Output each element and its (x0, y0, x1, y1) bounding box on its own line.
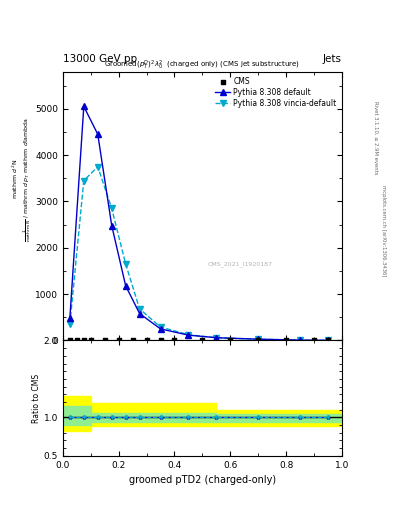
Pythia 8.308 vincia-default (81, 178, 86, 184)
CMS (325, 336, 331, 345)
Pythia 8.308 vincia-default (298, 337, 303, 343)
Pythia 8.308 default (214, 335, 219, 341)
Line: Pythia 8.308 vincia-default: Pythia 8.308 vincia-default (67, 164, 331, 343)
Pythia 8.308 default (95, 131, 100, 137)
CMS (67, 336, 73, 345)
Text: $\frac{1}{\mathrm{mathrm}\,N}$ / mathrm $d\,p_T$ mathrm $d$lambda: $\frac{1}{\mathrm{mathrm}\,N}$ / mathrm … (22, 117, 33, 242)
Text: 13000 GeV pp: 13000 GeV pp (63, 54, 137, 64)
CMS (116, 336, 122, 345)
CMS (171, 336, 178, 345)
CMS (157, 336, 164, 345)
CMS (255, 336, 261, 345)
Text: Jets: Jets (323, 54, 342, 64)
CMS (130, 336, 136, 345)
Pythia 8.308 vincia-default (95, 164, 100, 170)
CMS (81, 336, 87, 345)
Pythia 8.308 default (109, 223, 114, 229)
CMS (283, 336, 289, 345)
Pythia 8.308 vincia-default (109, 205, 114, 211)
CMS (311, 336, 317, 345)
Y-axis label: Ratio to CMS: Ratio to CMS (32, 374, 41, 422)
Pythia 8.308 vincia-default (256, 336, 261, 342)
CMS (143, 336, 150, 345)
Title: Groomed$(p_T^D)^2\lambda_0^2$  (charged only) (CMS jet substructure): Groomed$(p_T^D)^2\lambda_0^2$ (charged o… (105, 58, 300, 72)
Pythia 8.308 default (123, 283, 128, 289)
Pythia 8.308 vincia-default (214, 335, 219, 341)
Pythia 8.308 vincia-default (186, 332, 191, 338)
Pythia 8.308 vincia-default (137, 306, 142, 312)
CMS (88, 336, 94, 345)
Pythia 8.308 default (68, 315, 72, 322)
CMS (74, 336, 80, 345)
Pythia 8.308 default (298, 337, 303, 343)
X-axis label: groomed pTD2 (charged-only): groomed pTD2 (charged-only) (129, 475, 276, 485)
Pythia 8.308 default (326, 337, 331, 344)
Text: mcplots.cern.ch [arXiv:1306.3436]: mcplots.cern.ch [arXiv:1306.3436] (381, 185, 386, 276)
Pythia 8.308 default (81, 103, 86, 110)
Text: Rivet 3.1.10, ≥ 2.9M events: Rivet 3.1.10, ≥ 2.9M events (373, 101, 378, 175)
Text: mathrm $d^2$N: mathrm $d^2$N (11, 159, 20, 199)
Pythia 8.308 vincia-default (158, 324, 163, 330)
Legend: CMS, Pythia 8.308 default, Pythia 8.308 vincia-default: CMS, Pythia 8.308 default, Pythia 8.308 … (212, 74, 340, 111)
Pythia 8.308 vincia-default (326, 337, 331, 344)
Line: Pythia 8.308 default: Pythia 8.308 default (67, 103, 331, 343)
Pythia 8.308 vincia-default (68, 321, 72, 327)
CMS (199, 336, 206, 345)
Text: CMS_2021_I1920187: CMS_2021_I1920187 (208, 261, 273, 267)
Pythia 8.308 default (137, 310, 142, 316)
Pythia 8.308 vincia-default (123, 261, 128, 267)
Pythia 8.308 default (256, 336, 261, 342)
CMS (227, 336, 233, 345)
Pythia 8.308 default (186, 332, 191, 338)
CMS (101, 336, 108, 345)
Pythia 8.308 default (158, 326, 163, 332)
